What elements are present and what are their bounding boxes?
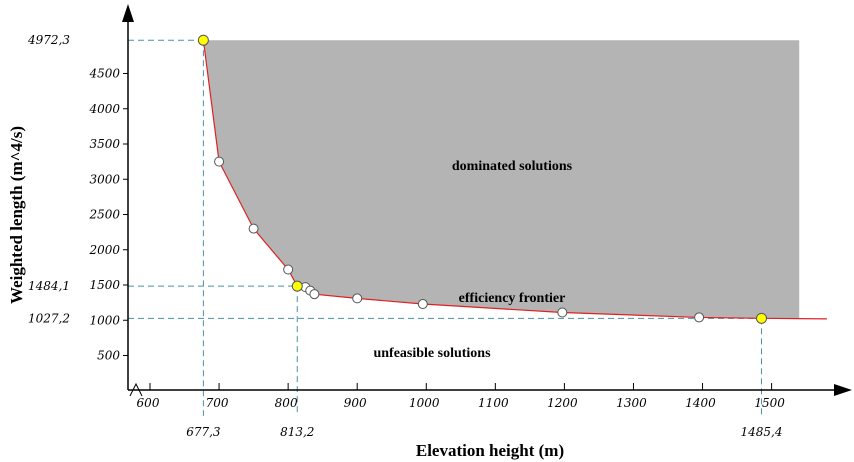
dominated-region <box>203 40 800 319</box>
highlighted-y-label-1: 1484,1 <box>28 279 70 293</box>
labels-layer: 500 1000 1500 2000 2500 3000 3500 4000 4500 600 70… <box>7 33 785 460</box>
y-tick-label-3500: 3500 <box>89 137 120 151</box>
y-tick-label-1000: 1000 <box>89 313 120 327</box>
x-tick-label-1300: 1300 <box>616 396 647 410</box>
point-0 <box>214 156 225 167</box>
x-tick-label-900: 900 <box>344 396 367 410</box>
y-tick-label-3000: 3000 <box>89 172 120 186</box>
highlighted-x-label-0: 677,3 <box>186 425 221 439</box>
y-axis-title: Weighted length (m^4/s) <box>7 126 26 304</box>
axes-layer <box>122 4 852 397</box>
y-tick-label-2000: 2000 <box>88 243 120 257</box>
x-axis-title: Elevation height (m) <box>416 441 564 460</box>
unfeasible-solutions-label: unfeasible solutions <box>373 346 491 361</box>
point-1 <box>248 223 259 234</box>
point-7 <box>417 299 428 310</box>
reference-lines-layer <box>128 39 763 416</box>
x-tick-label-1400: 1400 <box>685 396 716 410</box>
y-tick-label-4000: 4000 <box>88 102 120 116</box>
highlighted-point-0 <box>197 34 209 46</box>
highlighted-point-2 <box>756 312 768 324</box>
x-tick-label-1000: 1000 <box>409 396 440 410</box>
x-tick-label-700: 700 <box>206 396 229 410</box>
efficiency-frontier-label: efficiency frontier <box>459 291 566 306</box>
x-tick-label-800: 800 <box>275 396 298 410</box>
x-tick-label-1100: 1100 <box>478 396 509 410</box>
y-tick-label-4500: 4500 <box>88 67 120 81</box>
y-tick-label-2500: 2500 <box>88 208 120 222</box>
point-8 <box>557 307 568 318</box>
x-tick-label-1200: 1200 <box>547 396 578 410</box>
highlighted-point-1 <box>291 280 303 292</box>
dominated-solutions-label: dominated solutions <box>452 159 573 174</box>
highlighted-y-label-0: 4972,3 <box>27 33 70 47</box>
y-tick-label-1500: 1500 <box>89 278 120 292</box>
point-2 <box>283 264 294 275</box>
points-layer <box>197 34 768 324</box>
highlighted-x-label-2: 1485,4 <box>741 425 783 439</box>
y-axis-arrow-icon <box>122 4 134 22</box>
point-6 <box>352 293 363 304</box>
x-tick-label-600: 600 <box>137 396 160 410</box>
point-5 <box>309 289 320 300</box>
highlighted-y-label-2: 1027,2 <box>28 311 70 325</box>
axis-break-mark <box>129 382 143 397</box>
dominated-region-layer <box>203 40 800 319</box>
x-axis-arrow-icon <box>834 384 852 396</box>
x-tick-label-1500: 1500 <box>754 396 785 410</box>
highlighted-x-label-1: 813,2 <box>280 425 314 439</box>
point-9 <box>694 312 705 323</box>
y-tick-label-500: 500 <box>97 349 120 363</box>
